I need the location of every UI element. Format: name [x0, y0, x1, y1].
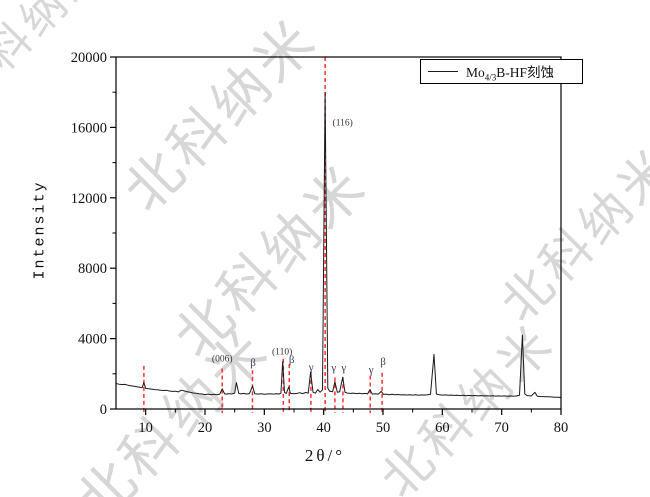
xrd-curve [115, 91, 562, 398]
peak-annotation: γ [308, 361, 314, 373]
y-tick-label: 12000 [71, 191, 107, 207]
x-tick-label: 10 [138, 420, 153, 436]
y-tick-label: 20000 [71, 50, 107, 66]
x-tick-label: 50 [376, 420, 391, 436]
y-tick-label: 0 [100, 402, 107, 418]
legend: Mo4/3B-HF刻蚀 [420, 59, 583, 84]
peak-annotation: γ [340, 362, 346, 374]
y-tick-label: 8000 [78, 261, 107, 277]
peak-annotation: (006) [212, 353, 233, 364]
peak-annotation: β [250, 357, 256, 369]
peak-annotation: β [380, 356, 386, 368]
x-tick-label: 70 [494, 420, 509, 436]
x-tick-label: 40 [316, 420, 331, 436]
x-tick-label: 30 [257, 420, 272, 436]
peak-annotation: β [289, 354, 295, 366]
x-tick-label: 20 [198, 420, 213, 436]
y-axis-label: Intensity [31, 180, 49, 280]
y-tick-label: 16000 [71, 120, 107, 136]
peak-annotation: (110) [272, 346, 292, 357]
x-tick-label: 60 [435, 420, 450, 436]
peak-annotation: (116) [333, 118, 353, 129]
peak-annotation: γ [368, 364, 374, 376]
peak-annotation: γ [330, 362, 336, 374]
plot-frame [115, 56, 562, 410]
x-tick-label: 80 [554, 420, 569, 436]
legend-label: Mo4/3B-HF刻蚀 [466, 64, 555, 83]
legend-line-sample-icon [428, 71, 458, 72]
y-tick-label: 4000 [78, 332, 107, 348]
x-axis-label: 2θ/° [304, 446, 346, 465]
